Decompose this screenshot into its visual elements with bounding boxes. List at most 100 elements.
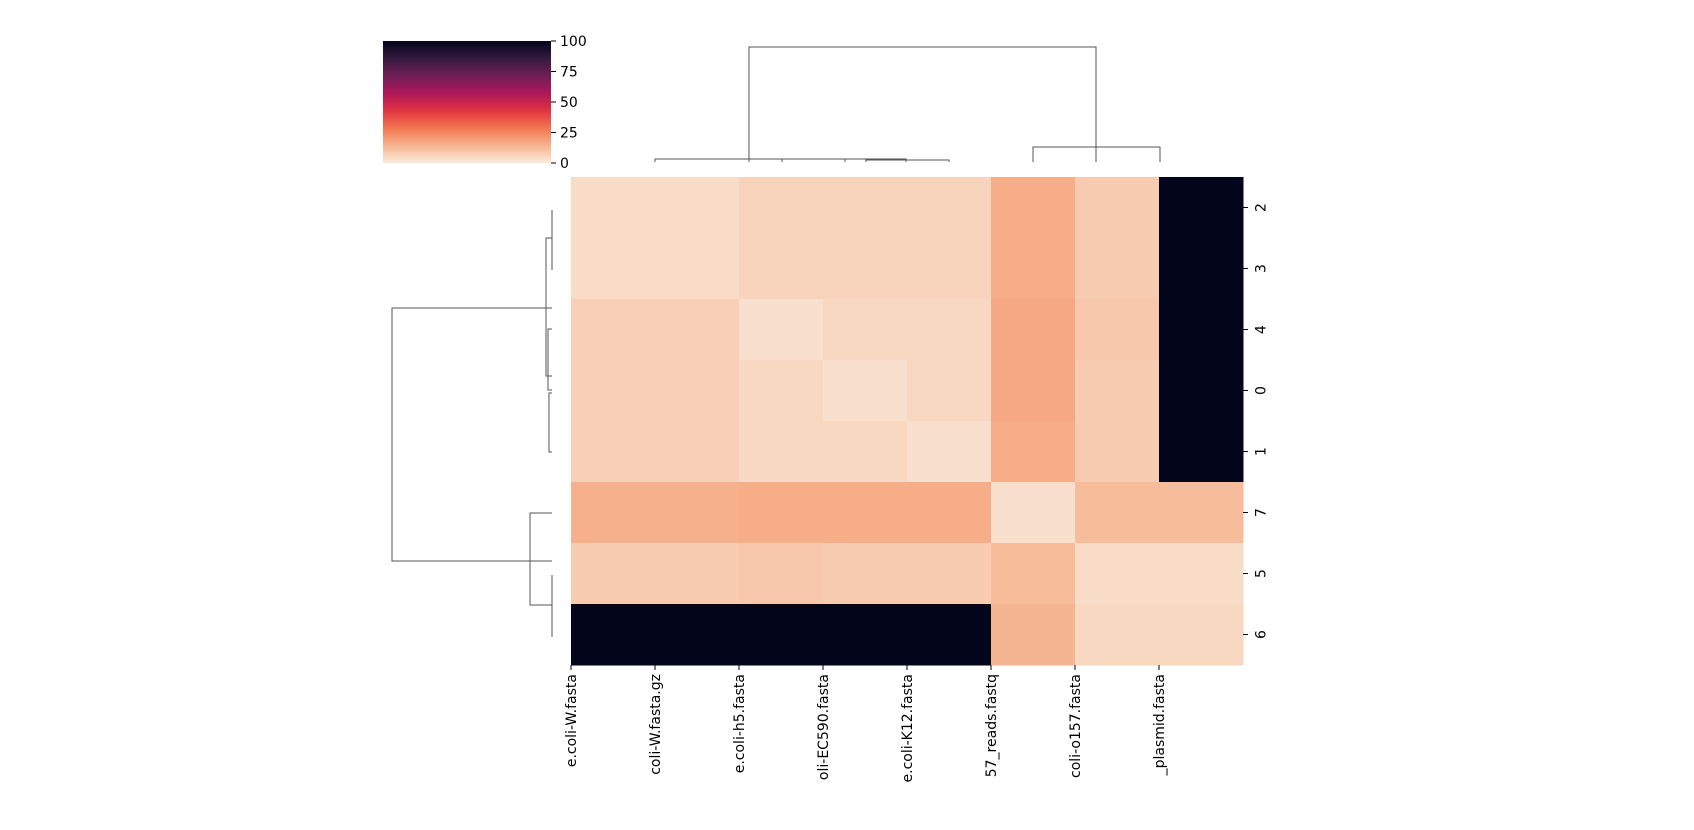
heatmap-cell [1075, 421, 1160, 483]
column-dendrogram-link [654, 158, 846, 162]
heatmap-cell [823, 421, 908, 483]
heatmap-cell [1159, 421, 1244, 483]
heatmap-cell [991, 360, 1076, 422]
column-dendrogram-link [748, 46, 1097, 162]
heatmap-cell [571, 482, 656, 544]
column-tick-label: e.coli-W.fasta [564, 674, 580, 767]
heatmap-cell [739, 543, 824, 605]
heatmap-cell [1075, 299, 1160, 361]
heatmap-cell [991, 177, 1076, 239]
heatmap-cell [655, 238, 740, 300]
colorbar-tick-label: 50 [560, 95, 578, 111]
column-tick-label: oli-EC590.fasta [816, 674, 832, 780]
colorbar-scale [383, 41, 551, 163]
heatmap-cell [739, 360, 824, 422]
heatmap-cell [739, 421, 824, 483]
heatmap-cell [655, 543, 740, 605]
column-tick-label: coli-W.fasta.gz [648, 674, 664, 775]
heatmap-cell [1159, 238, 1244, 300]
heatmap-cell [1159, 299, 1244, 361]
column-dendrogram-link [1032, 146, 1161, 162]
heatmap-cell [1075, 543, 1160, 605]
heatmap-cell [1159, 482, 1244, 544]
heatmap-cell [991, 482, 1076, 544]
heatmap-cell [991, 421, 1076, 483]
heatmap-cell [571, 543, 656, 605]
colorbar-tick-label: 25 [560, 126, 578, 142]
column-tick-label: _plasmid.fasta [1152, 674, 1168, 776]
heatmap-cell [739, 482, 824, 544]
row-tick-label: 7 [1254, 508, 1270, 517]
heatmap-cell [655, 177, 740, 239]
heatmap-cell [823, 543, 908, 605]
heatmap-cell [907, 543, 992, 605]
heatmap-cell [907, 604, 992, 666]
heatmap-cell [991, 604, 1076, 666]
heatmap-cell [823, 360, 908, 422]
colorbar-ticks: 0 25 50 75 100 [551, 34, 587, 172]
column-tick-label: e.coli-h5.fasta [732, 674, 748, 773]
heatmap-cell [739, 299, 824, 361]
heatmap-cell [823, 177, 908, 239]
colorbar-tick-label: 0 [560, 156, 569, 172]
heatmap-cell [571, 238, 656, 300]
heatmap-cell [739, 177, 824, 239]
heatmap-cell [823, 299, 908, 361]
heatmap-cell [571, 360, 656, 422]
row-dendrogram-link [391, 307, 552, 562]
row-tick-label: 6 [1254, 630, 1270, 639]
heatmap-cell [1075, 238, 1160, 300]
heatmap-cell [907, 360, 992, 422]
heatmap-cell [739, 238, 824, 300]
heatmap-cell [991, 543, 1076, 605]
heatmap-cell [823, 238, 908, 300]
row-tick-label: 4 [1254, 325, 1270, 334]
row-tick-label: 2 [1254, 203, 1270, 212]
heatmap-cell [1075, 360, 1160, 422]
row-tick-label: 5 [1254, 569, 1270, 578]
row-tick-label: 1 [1254, 447, 1270, 456]
row-tick-label: 0 [1254, 386, 1270, 395]
heatmap-cell [571, 604, 656, 666]
heatmap-cell [571, 421, 656, 483]
colorbar-tick-label: 100 [560, 34, 587, 50]
heatmap-cell [655, 299, 740, 361]
heatmap-cell [1159, 360, 1244, 422]
heatmap-cell [907, 238, 992, 300]
column-tick-label: coli-o157.fasta [1068, 674, 1084, 778]
row-dendrogram-link [529, 512, 552, 606]
row-dendrogram [391, 210, 553, 637]
row-dendrogram-link [547, 328, 552, 391]
heatmap-cell [907, 482, 992, 544]
colorbar-tick-label: 75 [560, 65, 578, 81]
heatmap-cells [571, 177, 1244, 666]
heatmap-cell [655, 604, 740, 666]
heatmap-cell [823, 482, 908, 544]
row-tick-label: 3 [1254, 264, 1270, 273]
column-tick-label: e.coli-K12.fasta [900, 674, 916, 782]
heatmap-cell [991, 238, 1076, 300]
row-dendrogram-link [545, 237, 552, 377]
heatmap-cell [1075, 482, 1160, 544]
column-tick-label: 57_reads.fastq [984, 674, 1000, 777]
heatmap-cell [655, 360, 740, 422]
heatmap-cell [571, 177, 656, 239]
column-dendrogram [654, 46, 1161, 162]
row-dendrogram-link [548, 392, 552, 453]
heatmap-cell [907, 421, 992, 483]
column-tick-labels: e.coli-W.fasta coli-W.fasta.gz e.coli-h5.f… [564, 665, 1168, 782]
heatmap-cell [1159, 604, 1244, 666]
heatmap-cell [739, 604, 824, 666]
column-dendrogram-link [865, 159, 950, 162]
heatmap-cell [991, 299, 1076, 361]
colorbar: 0 25 50 75 100 [383, 34, 587, 172]
heatmap-cell [907, 177, 992, 239]
heatmap-cell [1159, 543, 1244, 605]
heatmap-cell [1159, 177, 1244, 239]
row-tick-labels: 2 3 4 0 1 7 5 6 [1243, 203, 1270, 639]
heatmap-cell [571, 299, 656, 361]
heatmap-cell [823, 604, 908, 666]
heatmap-cell [655, 421, 740, 483]
heatmap-cell [1075, 604, 1160, 666]
